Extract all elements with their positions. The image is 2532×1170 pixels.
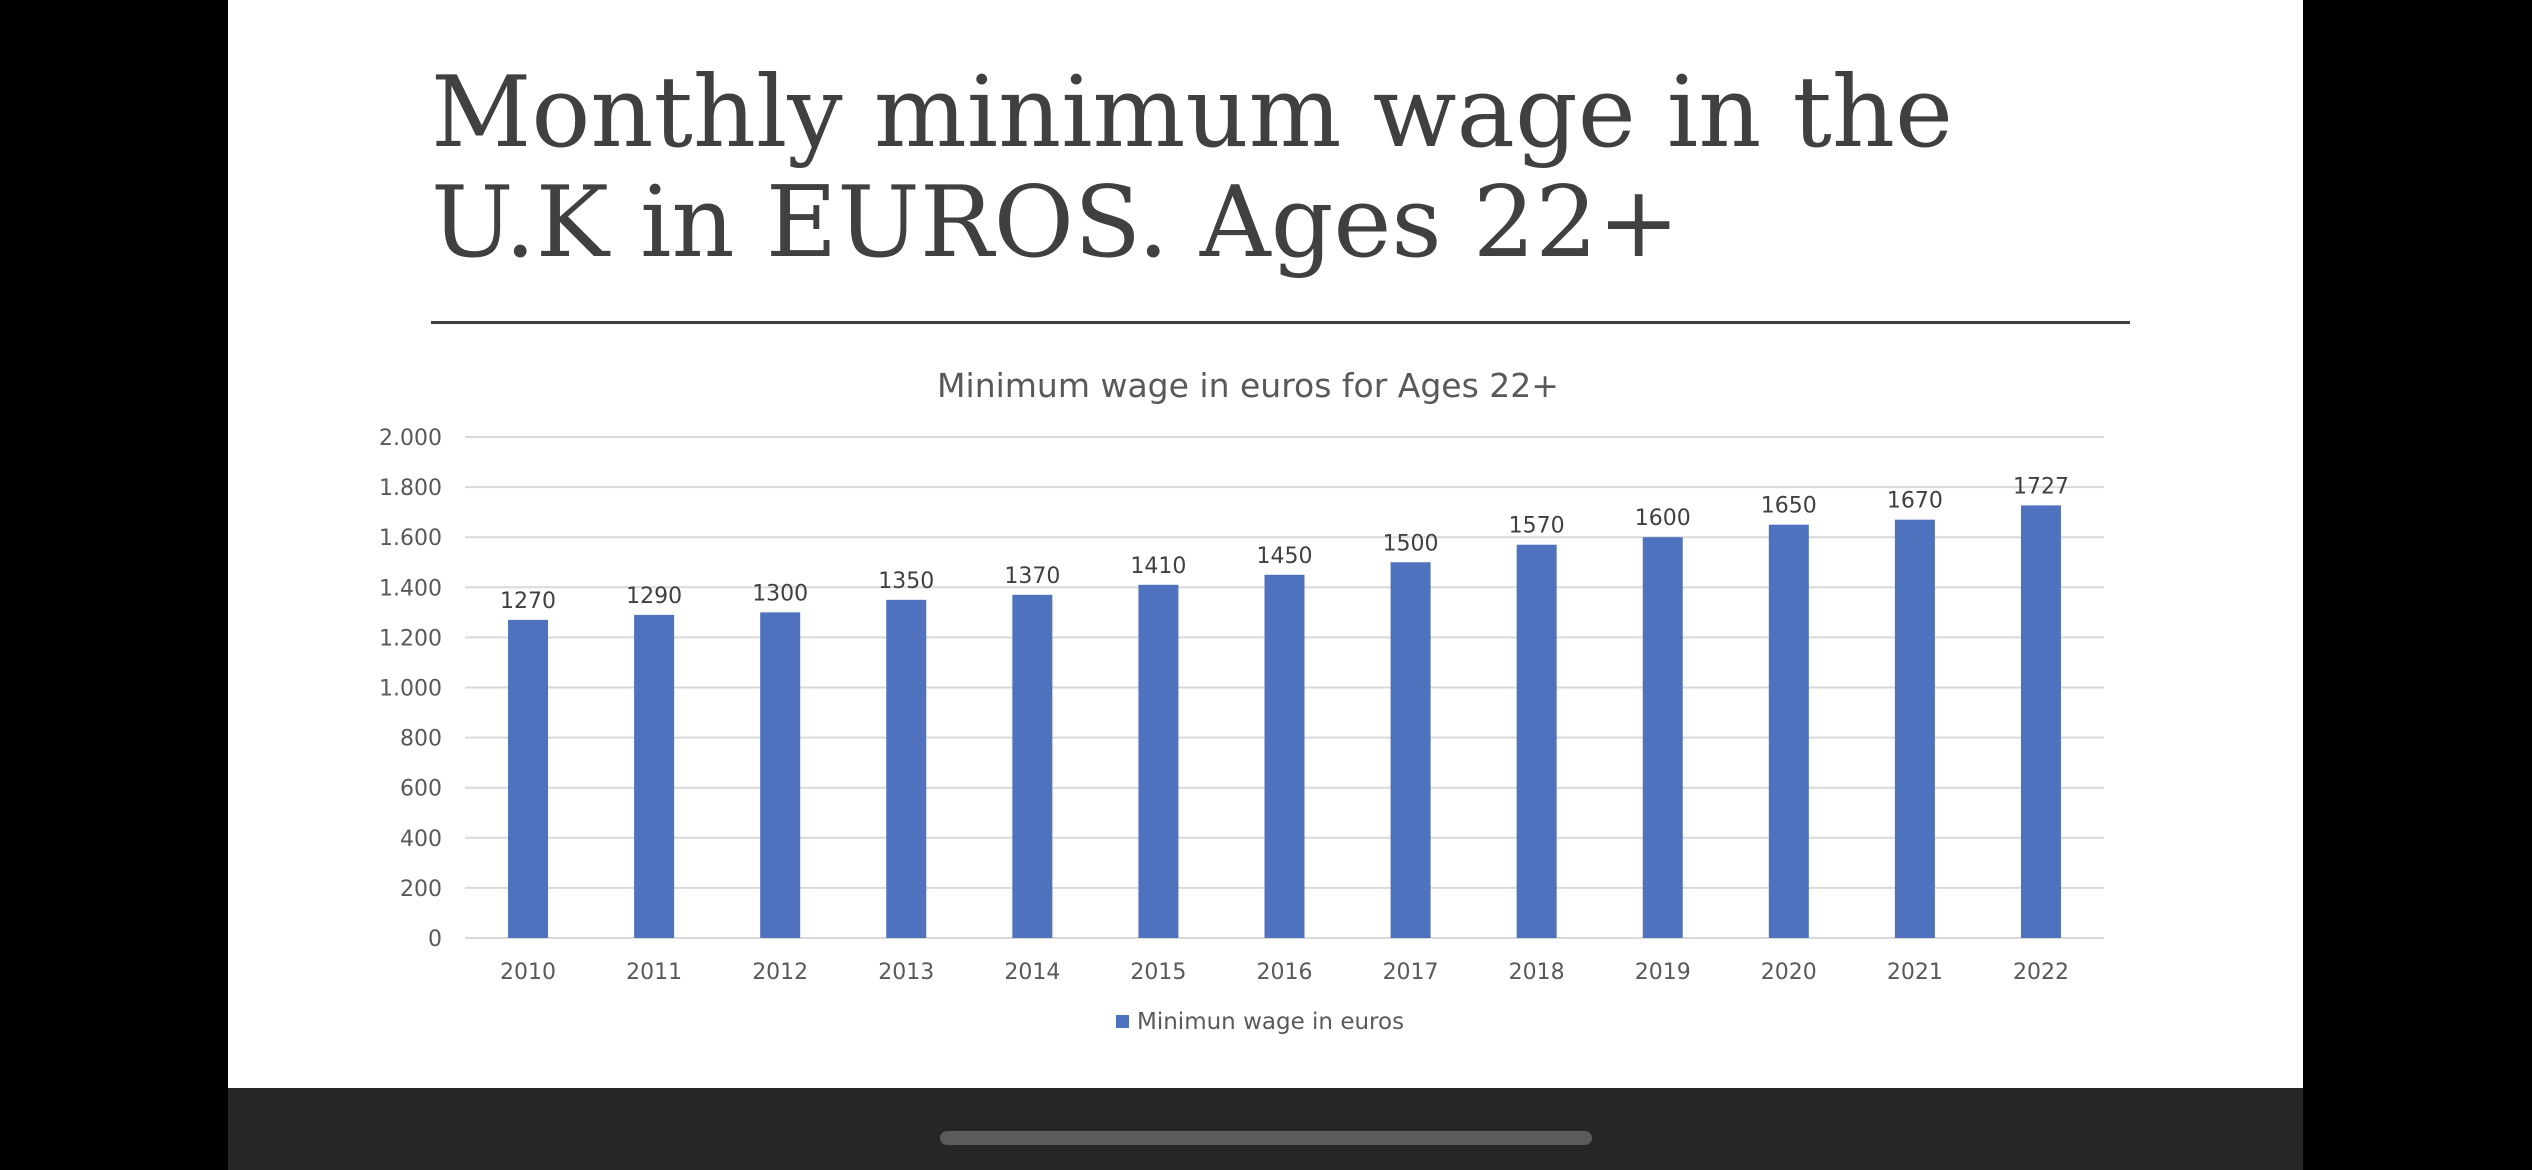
y-tick-label: 1.200 [379, 626, 442, 651]
x-tick-label-2017: 2017 [1383, 960, 1439, 985]
bar-2012 [760, 612, 801, 938]
x-tick-label-2016: 2016 [1257, 960, 1313, 985]
slide-title-line-2: U.K in EUROS. Ages 22+ [431, 166, 1680, 280]
x-tick-label-2012: 2012 [752, 960, 808, 985]
bar-2018 [1516, 544, 1557, 938]
x-tick-label-2015: 2015 [1130, 960, 1186, 985]
data-label-2011: 1290 [626, 584, 682, 609]
x-tick-label-2018: 2018 [1509, 960, 1565, 985]
x-axis-tick-labels: 2010 2011 2012 2013 2014 2015 2016 2017 2018 2019… [500, 960, 2069, 985]
data-label-2012: 1300 [752, 581, 808, 606]
y-tick-label: 0 [428, 927, 442, 952]
data-label-2010: 1270 [500, 589, 556, 614]
slide-title: Monthly minimum wage in the U.K in EUROS… [431, 58, 2181, 278]
y-tick-label: 200 [400, 877, 442, 902]
x-tick-label-2021: 2021 [1887, 960, 1943, 985]
legend: Minimun wage in euros [1116, 1009, 1404, 1035]
y-tick-label: 400 [400, 827, 442, 852]
bar-chart: Minimum wage in euros for Ages 22+ 0 200 4… [379, 366, 2104, 1035]
x-tick-label-2022: 2022 [2013, 960, 2069, 985]
y-tick-label: 1.000 [379, 677, 442, 702]
bar-2016 [1264, 574, 1305, 938]
y-tick-label: 800 [400, 727, 442, 752]
bar-2021 [1894, 519, 1935, 938]
x-tick-label-2020: 2020 [1761, 960, 1817, 985]
title-divider [431, 321, 2130, 324]
y-axis-tick-labels: 0 200 400 600 800 1.000 1.200 1.400 1.600 1.800 2.… [379, 426, 442, 952]
data-label-2013: 1350 [878, 569, 934, 594]
bar-2010 [508, 619, 549, 938]
bar-2013 [886, 599, 927, 938]
home-indicator[interactable] [940, 1131, 1592, 1145]
bar-2015 [1138, 584, 1179, 938]
bar-2017 [1390, 562, 1431, 938]
data-label-2014: 1370 [1004, 564, 1060, 589]
data-label-2021: 1670 [1887, 489, 1943, 514]
data-label-2015: 1410 [1130, 554, 1186, 579]
legend-swatch [1116, 1015, 1129, 1028]
y-tick-label: 2.000 [379, 426, 442, 451]
data-label-2016: 1450 [1257, 544, 1313, 569]
bar-2014 [1012, 594, 1053, 938]
data-label-2022: 1727 [2013, 474, 2069, 499]
bottom-bar [228, 1088, 2303, 1170]
slide-title-line-1: Monthly minimum wage in the [431, 56, 1953, 170]
data-labels: 1270 1290 1300 1350 1370 1410 1450 1500 1570 1600… [500, 474, 2069, 613]
bars [508, 505, 2061, 938]
x-tick-label-2014: 2014 [1004, 960, 1060, 985]
x-tick-label-2019: 2019 [1635, 960, 1691, 985]
bar-2011 [634, 614, 675, 938]
y-tick-label: 1.400 [379, 576, 442, 601]
bar-2020 [1768, 524, 1809, 938]
y-tick-label: 600 [400, 777, 442, 802]
bar-2019 [1642, 537, 1683, 938]
bar-2022 [2020, 505, 2061, 938]
y-tick-label: 1.800 [379, 476, 442, 501]
x-tick-label-2010: 2010 [500, 960, 556, 985]
x-tick-label-2013: 2013 [878, 960, 934, 985]
legend-label: Minimun wage in euros [1137, 1009, 1404, 1035]
y-tick-label: 1.600 [379, 526, 442, 551]
data-label-2017: 1500 [1383, 531, 1439, 556]
data-label-2018: 1570 [1509, 514, 1565, 539]
data-label-2020: 1650 [1761, 494, 1817, 519]
x-tick-label-2011: 2011 [626, 960, 682, 985]
chart-title: Minimum wage in euros for Ages 22+ [937, 366, 1559, 405]
data-label-2019: 1600 [1635, 506, 1691, 531]
